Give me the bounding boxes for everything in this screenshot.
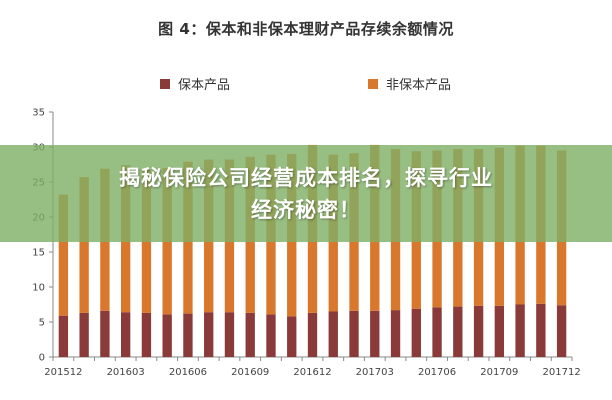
bar-principal — [162, 314, 172, 357]
bar-principal — [515, 304, 525, 357]
bar-principal — [120, 312, 131, 357]
bar-principal — [100, 310, 110, 357]
x-tick-label: 201603 — [107, 367, 145, 378]
x-tick-label: 201706 — [418, 367, 456, 378]
chart-title: 图 4：保本和非保本理财产品存续余额情况 — [158, 20, 454, 38]
legend-swatch-principal — [160, 78, 170, 89]
y-tick-label: 15 — [32, 248, 45, 259]
bar-principal — [328, 311, 338, 357]
bar-principal — [266, 314, 276, 357]
legend: 保本产品 非保本产品 — [0, 74, 612, 94]
bar-principal — [494, 305, 505, 357]
x-tick-label: 201709 — [480, 367, 518, 378]
x-tick-label: 201703 — [356, 367, 394, 378]
legend-item-principal: 保本产品 — [160, 74, 230, 93]
y-tick-label: 35 — [32, 108, 45, 119]
bar-principal — [411, 308, 421, 357]
legend-label-principal: 保本产品 — [178, 78, 231, 93]
bar-principal — [245, 312, 255, 357]
bar-principal — [204, 312, 214, 357]
bar-principal — [536, 303, 546, 357]
bar-principal — [58, 315, 69, 357]
bar-non-principal — [79, 177, 89, 313]
bar-principal — [349, 310, 359, 357]
y-tick-label: 5 — [39, 318, 45, 329]
legend-swatch-non-principal — [368, 78, 378, 89]
legend-label-non-principal: 非保本产品 — [386, 78, 452, 93]
bar-principal — [370, 310, 380, 357]
bar-principal — [141, 312, 152, 357]
y-tick-label: 0 — [39, 353, 45, 364]
x-tick-label: 201512 — [44, 367, 82, 378]
bar-principal — [307, 312, 318, 357]
bar-principal — [390, 310, 401, 357]
bar-principal — [432, 307, 442, 357]
bar-principal — [556, 305, 567, 357]
bar-non-principal — [58, 194, 69, 316]
banner-headline-line2: 经济秘密！ — [251, 197, 361, 222]
x-tick-label: 201712 — [543, 367, 581, 378]
bar-principal — [224, 312, 235, 357]
banner-headline-line1: 揭秘保险公司经营成本排名，探寻行业 — [119, 165, 493, 190]
legend-item-non-principal: 非保本产品 — [368, 74, 451, 93]
bar-principal — [79, 312, 89, 357]
x-tick-label: 201612 — [293, 367, 331, 378]
bar-principal — [473, 305, 484, 357]
bar-principal — [287, 316, 297, 357]
y-tick-label: 10 — [32, 283, 45, 294]
overlay-banner: 揭秘保险公司经营成本排名，探寻行业 经济秘密！ — [0, 145, 612, 242]
x-tick-label: 201606 — [169, 367, 207, 378]
bar-principal — [453, 306, 463, 357]
bar-principal — [183, 313, 193, 357]
x-tick-label: 201609 — [231, 367, 269, 378]
